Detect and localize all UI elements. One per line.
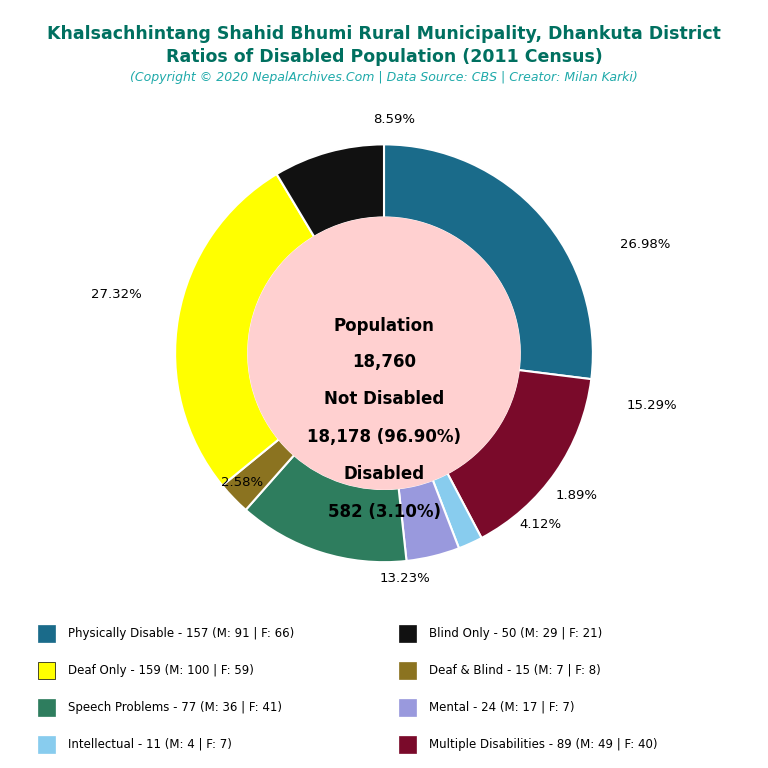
Wedge shape (175, 174, 314, 485)
Text: Deaf & Blind - 15 (M: 7 | F: 8): Deaf & Blind - 15 (M: 7 | F: 8) (429, 664, 601, 677)
Wedge shape (448, 370, 591, 538)
Text: 27.32%: 27.32% (91, 288, 142, 301)
Text: Mental - 24 (M: 17 | F: 7): Mental - 24 (M: 17 | F: 7) (429, 701, 574, 713)
Text: Population: Population (333, 317, 435, 335)
Text: 15.29%: 15.29% (626, 399, 677, 412)
Text: Not Disabled: Not Disabled (324, 390, 444, 409)
Text: Disabled: Disabled (343, 465, 425, 483)
Text: 26.98%: 26.98% (620, 238, 670, 251)
Text: Deaf Only - 159 (M: 100 | F: 59): Deaf Only - 159 (M: 100 | F: 59) (68, 664, 253, 677)
Text: Speech Problems - 77 (M: 36 | F: 41): Speech Problems - 77 (M: 36 | F: 41) (68, 701, 282, 713)
Text: 4.12%: 4.12% (520, 518, 561, 531)
Text: 582 (3.10%): 582 (3.10%) (327, 503, 441, 521)
Text: (Copyright © 2020 NepalArchives.Com | Data Source: CBS | Creator: Milan Karki): (Copyright © 2020 NepalArchives.Com | Da… (130, 71, 638, 84)
Wedge shape (246, 455, 406, 562)
Wedge shape (432, 473, 482, 548)
Text: 2.58%: 2.58% (221, 476, 263, 489)
Text: Ratios of Disabled Population (2011 Census): Ratios of Disabled Population (2011 Cens… (166, 48, 602, 65)
Wedge shape (384, 144, 593, 379)
Text: Multiple Disabilities - 89 (M: 49 | F: 40): Multiple Disabilities - 89 (M: 49 | F: 4… (429, 738, 657, 750)
Circle shape (248, 217, 520, 489)
Text: Blind Only - 50 (M: 29 | F: 21): Blind Only - 50 (M: 29 | F: 21) (429, 627, 602, 640)
Text: Khalsachhintang Shahid Bhumi Rural Municipality, Dhankuta District: Khalsachhintang Shahid Bhumi Rural Munic… (47, 25, 721, 42)
Wedge shape (276, 144, 384, 237)
Text: Physically Disable - 157 (M: 91 | F: 66): Physically Disable - 157 (M: 91 | F: 66) (68, 627, 294, 640)
Text: 8.59%: 8.59% (373, 113, 415, 126)
Wedge shape (399, 480, 459, 561)
Text: 18,178 (96.90%): 18,178 (96.90%) (307, 428, 461, 446)
Text: Intellectual - 11 (M: 4 | F: 7): Intellectual - 11 (M: 4 | F: 7) (68, 738, 231, 750)
Text: 13.23%: 13.23% (379, 572, 430, 585)
Text: 18,760: 18,760 (352, 353, 416, 371)
Wedge shape (222, 439, 294, 510)
Text: 1.89%: 1.89% (555, 488, 598, 502)
